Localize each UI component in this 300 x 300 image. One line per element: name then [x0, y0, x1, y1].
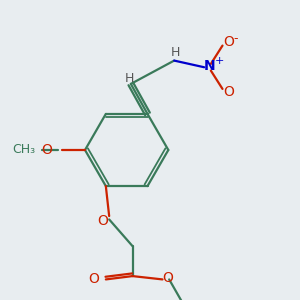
Text: H: H — [124, 72, 134, 86]
Text: -: - — [234, 32, 238, 45]
Text: O: O — [223, 35, 234, 49]
Text: CH₃: CH₃ — [12, 143, 35, 157]
Text: O: O — [162, 271, 173, 285]
Text: O: O — [223, 85, 234, 99]
Text: N: N — [203, 58, 215, 73]
Text: O: O — [97, 214, 108, 228]
Text: O: O — [41, 143, 52, 157]
Text: +: + — [214, 56, 224, 66]
Text: O: O — [88, 272, 99, 286]
Text: H: H — [171, 46, 181, 59]
